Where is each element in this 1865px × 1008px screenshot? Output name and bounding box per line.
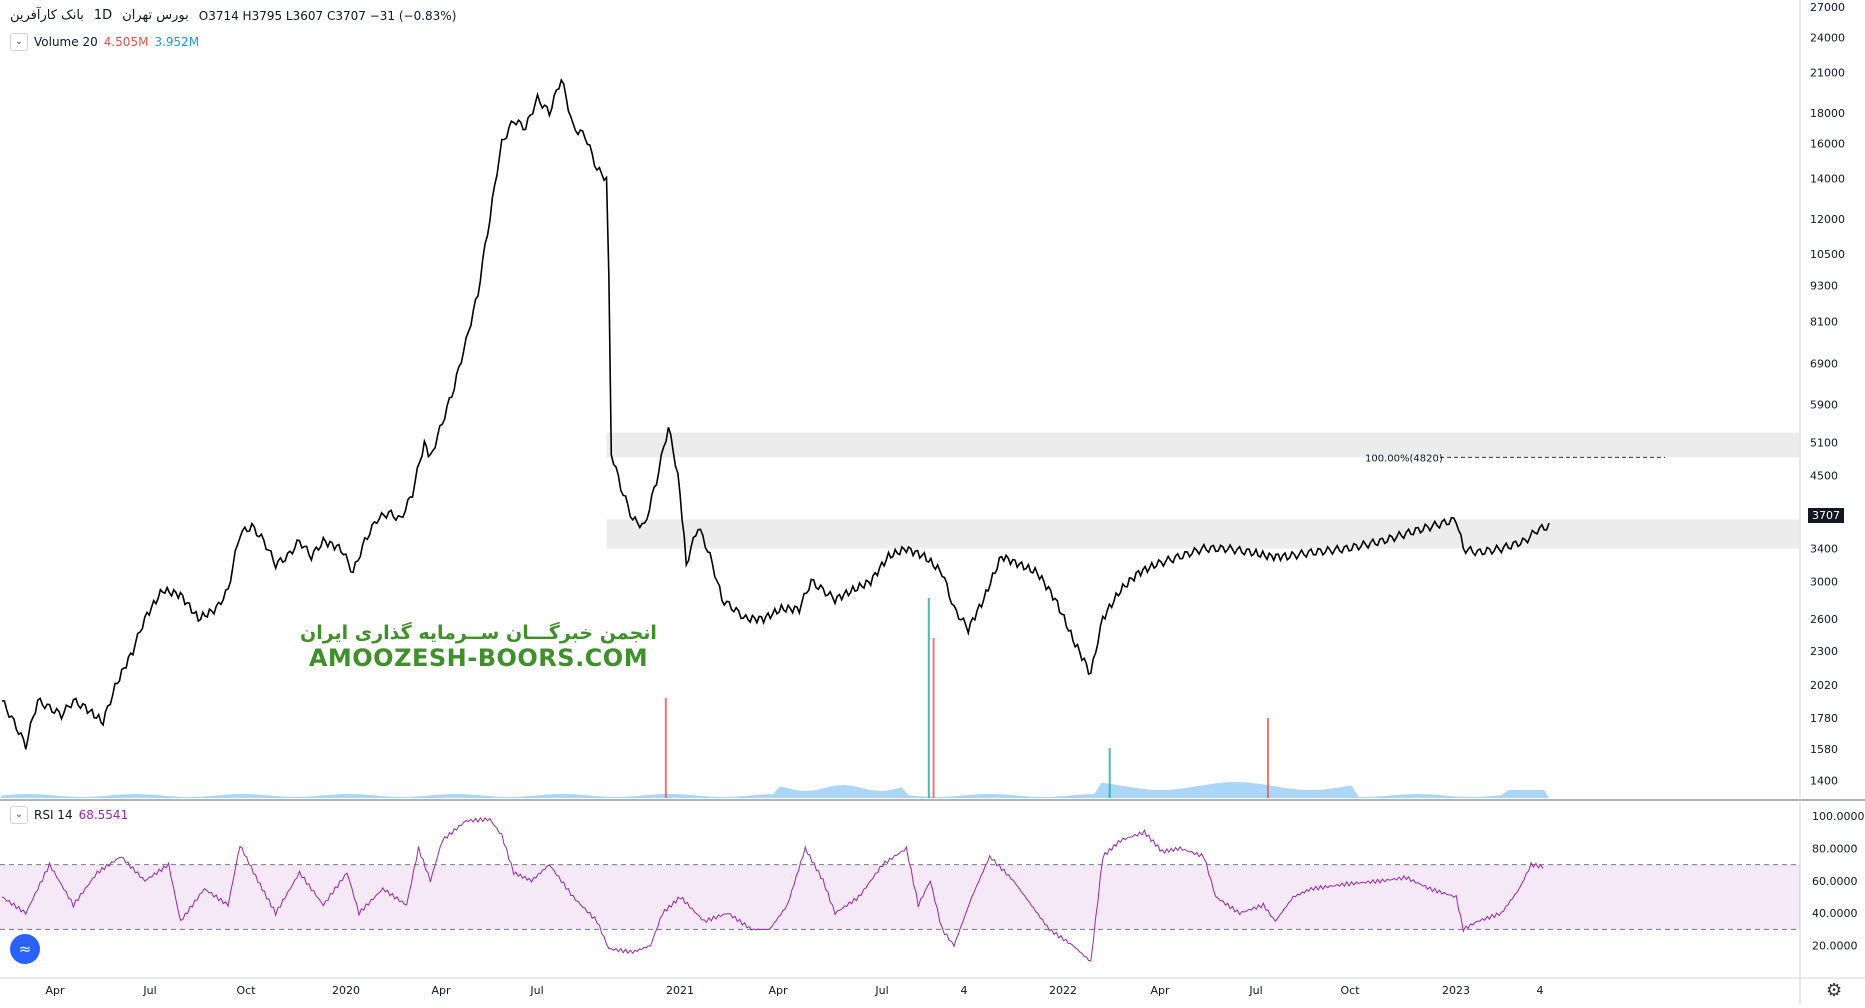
time-axis-tick: Oct bbox=[236, 984, 256, 997]
watermark: انجمن خبرگـــان ســرمایه گذاری ایران AMO… bbox=[300, 622, 657, 672]
time-axis-tick: 4 bbox=[1537, 984, 1544, 997]
rsi-axis-tick: 100.0000 bbox=[1812, 810, 1865, 823]
chart-header: بانک کارآفرین 1D بورس تهران O3714 H3795 … bbox=[10, 8, 456, 23]
rsi-axis-tick: 80.0000 bbox=[1812, 842, 1858, 855]
volume-label: Volume 20 bbox=[34, 35, 98, 49]
time-axis-tick: Apr bbox=[768, 984, 788, 997]
time-axis-tick: 2023 bbox=[1442, 984, 1470, 997]
price-axis-tick: 1780 bbox=[1810, 712, 1838, 725]
time-axis-tick: Apr bbox=[1150, 984, 1170, 997]
last-price-tag: 3707 bbox=[1808, 508, 1844, 523]
interval[interactable]: 1D bbox=[93, 8, 113, 23]
time-axis-tick: 2021 bbox=[666, 984, 694, 997]
volume-bar bbox=[1266, 718, 1269, 798]
volume-legend: ⌄ Volume 20 4.505M 3.952M bbox=[10, 33, 199, 51]
volume-bar bbox=[932, 638, 935, 798]
fib-level-label: 100.00%(4820) bbox=[1365, 453, 1443, 464]
price-axis-tick: 18000 bbox=[1810, 107, 1845, 120]
price-candles bbox=[1, 77, 1550, 750]
price-axis-tick: 21000 bbox=[1810, 67, 1845, 80]
time-axis-tick: 2022 bbox=[1049, 984, 1077, 997]
time-axis-tick: Apr bbox=[431, 984, 451, 997]
price-axis-tick: 27000 bbox=[1810, 1, 1845, 14]
exchange-name: بورس تهران bbox=[122, 8, 189, 23]
price-axis-tick: 5100 bbox=[1810, 437, 1838, 450]
rsi-band bbox=[0, 864, 1800, 930]
tradingview-logo-icon[interactable]: ≈ bbox=[10, 934, 40, 964]
volume-bar bbox=[664, 698, 667, 798]
rsi-axis-tick: 40.0000 bbox=[1812, 907, 1858, 920]
price-axis-tick: 8100 bbox=[1810, 316, 1838, 329]
rsi-axis-tick: 60.0000 bbox=[1812, 875, 1858, 888]
ohlc-values: O3714 H3795 L3607 C3707 −31 (−0.83%) bbox=[198, 8, 457, 23]
price-axis-tick: 2600 bbox=[1810, 613, 1838, 626]
price-axis-tick: 10500 bbox=[1810, 248, 1845, 261]
price-axis-tick: 1580 bbox=[1810, 743, 1838, 756]
collapse-toggle-icon[interactable]: ⌄ bbox=[10, 806, 28, 824]
volume-area bbox=[0, 782, 1549, 798]
price-axis-tick: 4500 bbox=[1810, 469, 1838, 482]
rsi-label: RSI 14 bbox=[34, 808, 73, 822]
rsi-legend: ⌄ RSI 14 68.5541 bbox=[10, 806, 128, 824]
rsi-line bbox=[1, 816, 1544, 962]
price-axis-tick: 24000 bbox=[1810, 32, 1845, 45]
collapse-toggle-icon[interactable]: ⌄ bbox=[10, 33, 28, 51]
volume-value-2: 3.952M bbox=[154, 35, 200, 49]
time-axis-tick: Jul bbox=[142, 984, 156, 997]
rsi-value: 68.5541 bbox=[78, 808, 129, 822]
price-axis-tick: 2300 bbox=[1810, 645, 1838, 658]
support-zone-0 bbox=[606, 519, 1800, 549]
gear-icon[interactable]: ⚙ bbox=[1826, 980, 1843, 1001]
watermark-url: AMOOZESH-BOORS.COM bbox=[308, 644, 649, 672]
price-axis-tick: 2020 bbox=[1810, 679, 1838, 692]
price-axis-tick: 9300 bbox=[1810, 279, 1838, 292]
volume-bar bbox=[927, 598, 930, 798]
time-axis-tick: Jul bbox=[1248, 984, 1262, 997]
support-zone-1 bbox=[606, 432, 1800, 458]
time-axis-tick: 4 bbox=[961, 984, 968, 997]
symbol-name[interactable]: بانک کارآفرین bbox=[10, 8, 84, 23]
rsi-axis-tick: 20.0000 bbox=[1812, 940, 1858, 953]
price-axis-tick: 12000 bbox=[1810, 213, 1845, 226]
price-axis-tick: 14000 bbox=[1810, 173, 1845, 186]
time-axis-tick: Oct bbox=[1340, 984, 1360, 997]
watermark-persian: انجمن خبرگـــان ســرمایه گذاری ایران bbox=[300, 622, 657, 644]
price-axis-tick: 3400 bbox=[1810, 543, 1838, 556]
volume-value-1: 4.505M bbox=[103, 35, 149, 49]
price-axis-tick: 1400 bbox=[1810, 775, 1838, 788]
price-axis-tick: 5900 bbox=[1810, 398, 1838, 411]
price-axis-tick: 3000 bbox=[1810, 575, 1838, 588]
time-axis-tick: Jul bbox=[529, 984, 543, 997]
price-axis-tick: 6900 bbox=[1810, 358, 1838, 371]
time-axis-tick: Jul bbox=[874, 984, 888, 997]
price-axis-tick: 16000 bbox=[1810, 138, 1845, 151]
time-axis-tick: 2020 bbox=[332, 984, 360, 997]
volume-bar bbox=[1108, 748, 1111, 798]
time-axis-tick: Apr bbox=[45, 984, 65, 997]
